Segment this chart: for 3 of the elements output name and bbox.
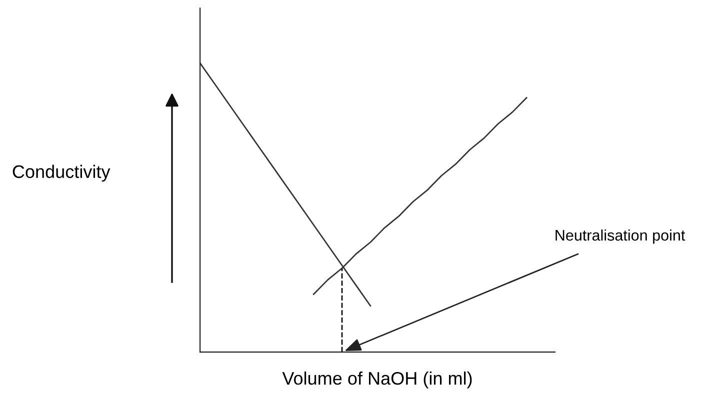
x-axis-title: Volume of NaOH (in ml) (282, 372, 472, 388)
y-axis-title: Conductivity (12, 164, 110, 182)
text: Neutralisation point (556, 229, 686, 244)
